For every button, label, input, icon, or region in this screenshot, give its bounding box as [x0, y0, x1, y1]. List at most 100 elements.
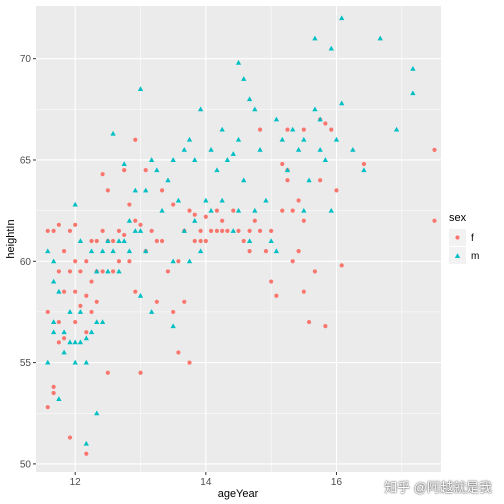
point-f	[149, 228, 154, 233]
point-f	[105, 370, 110, 375]
point-m	[186, 258, 193, 264]
point-m	[132, 228, 138, 233]
point-m	[94, 410, 100, 416]
point-f	[182, 299, 187, 304]
point-f	[247, 249, 252, 254]
point-f	[51, 228, 56, 233]
point-m	[301, 136, 307, 142]
point-f	[133, 289, 138, 294]
point-f	[171, 309, 176, 315]
point-m	[192, 157, 198, 162]
point-m	[72, 339, 78, 345]
point-m	[214, 167, 220, 173]
point-m	[317, 116, 323, 122]
point-f	[257, 127, 263, 132]
point-m	[83, 440, 89, 446]
point-f	[61, 249, 67, 254]
point-f	[220, 228, 225, 233]
data-points	[45, 15, 437, 456]
point-m	[50, 319, 57, 325]
point-m	[186, 136, 193, 142]
point-f	[231, 208, 236, 213]
point-f	[192, 238, 197, 244]
y-axis-title: heightIn	[5, 219, 17, 258]
point-f	[301, 289, 306, 294]
point-m	[241, 76, 247, 81]
point-f	[45, 228, 50, 233]
point-m	[219, 126, 225, 132]
point-f	[296, 249, 301, 254]
point-m	[165, 177, 171, 183]
point-f	[171, 202, 176, 207]
point-m	[339, 100, 345, 106]
point-f	[159, 188, 165, 193]
point-f	[323, 121, 328, 126]
point-f	[122, 232, 127, 238]
point-f	[89, 309, 94, 315]
point-m	[295, 147, 302, 152]
point-f	[84, 451, 89, 456]
point-m	[361, 167, 367, 173]
point-m	[312, 35, 318, 41]
point-f	[247, 228, 252, 233]
point-f	[84, 293, 89, 298]
y-tick-label: 50	[20, 459, 32, 470]
point-m	[301, 207, 307, 213]
point-m	[143, 248, 149, 254]
point-m	[246, 96, 253, 102]
point-f	[67, 269, 73, 274]
point-f	[154, 299, 159, 304]
point-f	[51, 384, 56, 390]
point-f	[45, 309, 50, 315]
point-f	[116, 259, 122, 264]
point-f	[225, 228, 230, 233]
point-f	[280, 161, 285, 167]
point-m	[110, 130, 116, 136]
point-m	[137, 228, 144, 233]
point-m	[99, 248, 106, 254]
y-tick-label: 55	[20, 358, 32, 369]
point-f	[285, 127, 290, 132]
point-m	[170, 323, 176, 329]
point-m	[126, 248, 133, 254]
point-m	[99, 319, 106, 325]
point-m	[257, 147, 263, 152]
point-f	[116, 228, 122, 233]
point-m	[339, 15, 345, 21]
point-f	[198, 228, 203, 233]
point-f	[143, 168, 148, 173]
point-f	[138, 370, 143, 375]
point-f	[432, 147, 437, 152]
point-m	[72, 201, 78, 207]
point-m	[143, 187, 149, 193]
point-f	[56, 319, 61, 325]
point-m	[284, 167, 291, 173]
point-m	[88, 248, 95, 254]
point-f	[323, 324, 328, 329]
point-m	[393, 126, 400, 132]
point-f	[296, 198, 301, 203]
point-m	[208, 147, 214, 152]
point-f	[110, 269, 116, 274]
point-f	[78, 269, 83, 274]
point-f	[318, 178, 323, 183]
point-m	[273, 116, 280, 122]
point-m	[328, 45, 334, 51]
point-m	[154, 167, 160, 173]
point-f	[84, 330, 89, 335]
point-m	[235, 207, 242, 213]
point-f	[257, 228, 263, 233]
point-m	[148, 157, 155, 162]
point-m	[181, 228, 187, 233]
point-f	[263, 249, 269, 254]
point-m	[322, 157, 329, 162]
point-m	[181, 147, 187, 152]
point-f	[203, 238, 208, 244]
point-m	[83, 359, 89, 365]
point-f	[100, 269, 105, 274]
point-m	[105, 238, 111, 243]
point-f	[236, 228, 241, 233]
point-m	[273, 248, 280, 254]
point-f	[67, 435, 73, 440]
